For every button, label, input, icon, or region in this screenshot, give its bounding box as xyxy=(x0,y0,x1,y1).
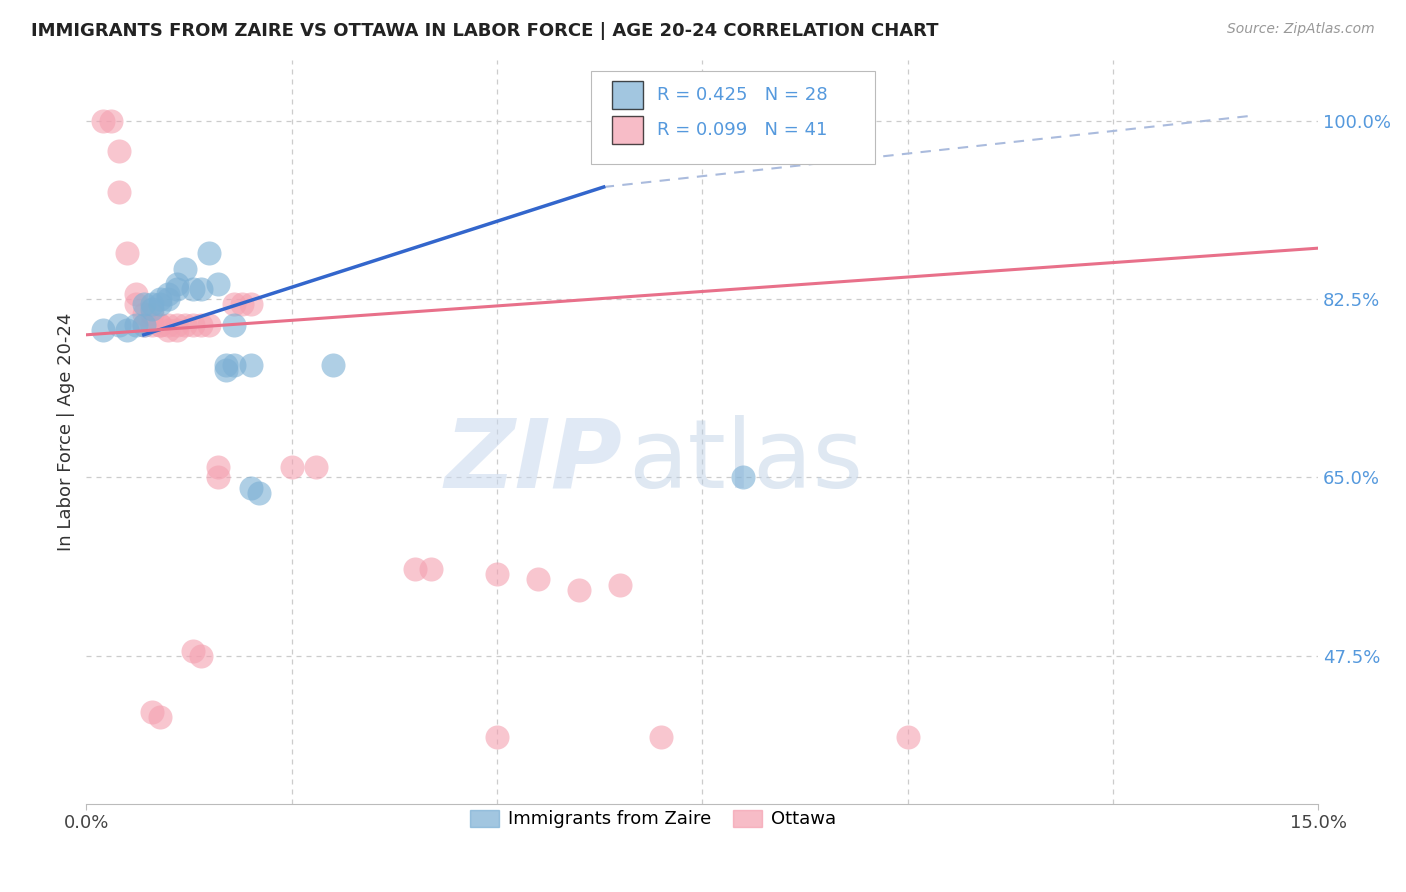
Point xyxy=(404,562,426,576)
Point xyxy=(108,318,131,332)
Point xyxy=(149,710,172,724)
Point xyxy=(215,359,238,373)
Point xyxy=(166,282,188,296)
Point xyxy=(124,318,146,332)
Point xyxy=(141,302,163,317)
Point xyxy=(420,562,443,576)
Point xyxy=(124,297,146,311)
Point xyxy=(733,470,755,484)
Point xyxy=(190,648,212,663)
Legend: Immigrants from Zaire, Ottawa: Immigrants from Zaire, Ottawa xyxy=(463,802,844,836)
Point xyxy=(91,323,114,337)
Point xyxy=(132,307,155,321)
Point xyxy=(157,323,180,337)
Point xyxy=(157,292,180,306)
Text: Source: ZipAtlas.com: Source: ZipAtlas.com xyxy=(1227,22,1375,37)
Y-axis label: In Labor Force | Age 20-24: In Labor Force | Age 20-24 xyxy=(58,312,75,551)
Point xyxy=(173,261,195,276)
Point xyxy=(166,277,188,291)
Point xyxy=(141,318,163,332)
Point xyxy=(91,113,114,128)
Point xyxy=(239,297,262,311)
Point xyxy=(181,644,204,658)
Point xyxy=(896,731,918,745)
Point xyxy=(190,282,212,296)
Point xyxy=(141,705,163,719)
Point xyxy=(247,485,270,500)
Point xyxy=(198,318,221,332)
Point xyxy=(568,582,591,597)
Point xyxy=(207,470,229,484)
FancyBboxPatch shape xyxy=(612,116,643,145)
Point xyxy=(132,318,155,332)
Point xyxy=(181,318,204,332)
Point xyxy=(149,318,172,332)
Text: R = 0.099   N = 41: R = 0.099 N = 41 xyxy=(657,121,827,139)
Point xyxy=(198,246,221,260)
Text: atlas: atlas xyxy=(628,415,863,508)
Point xyxy=(215,363,238,377)
Point xyxy=(132,297,155,311)
Point xyxy=(181,282,204,296)
Point xyxy=(207,460,229,475)
Point xyxy=(527,573,550,587)
Point xyxy=(224,297,246,311)
Point xyxy=(149,318,172,332)
Point xyxy=(141,307,163,321)
Point xyxy=(224,359,246,373)
Point xyxy=(231,297,253,311)
Point xyxy=(149,292,172,306)
Point xyxy=(650,731,672,745)
Point xyxy=(100,113,122,128)
Point xyxy=(224,318,246,332)
Point xyxy=(485,567,508,582)
Point xyxy=(305,460,328,475)
Point xyxy=(157,318,180,332)
Text: IMMIGRANTS FROM ZAIRE VS OTTAWA IN LABOR FORCE | AGE 20-24 CORRELATION CHART: IMMIGRANTS FROM ZAIRE VS OTTAWA IN LABOR… xyxy=(31,22,938,40)
FancyBboxPatch shape xyxy=(612,81,643,110)
Point xyxy=(132,318,155,332)
Point xyxy=(117,323,139,337)
Text: ZIP: ZIP xyxy=(444,415,621,508)
Point xyxy=(108,145,131,159)
Point xyxy=(239,359,262,373)
Point xyxy=(207,277,229,291)
Point xyxy=(166,323,188,337)
Point xyxy=(280,460,302,475)
Point xyxy=(239,481,262,495)
Point xyxy=(157,287,180,301)
Point xyxy=(173,318,195,332)
FancyBboxPatch shape xyxy=(592,70,875,164)
Point xyxy=(322,359,344,373)
Point xyxy=(149,297,172,311)
Point xyxy=(190,318,212,332)
Text: R = 0.425   N = 28: R = 0.425 N = 28 xyxy=(657,87,827,104)
Point xyxy=(117,246,139,260)
Point xyxy=(124,287,146,301)
Point xyxy=(609,577,631,591)
Point xyxy=(108,185,131,199)
Point xyxy=(166,318,188,332)
Point xyxy=(141,297,163,311)
Point xyxy=(485,731,508,745)
